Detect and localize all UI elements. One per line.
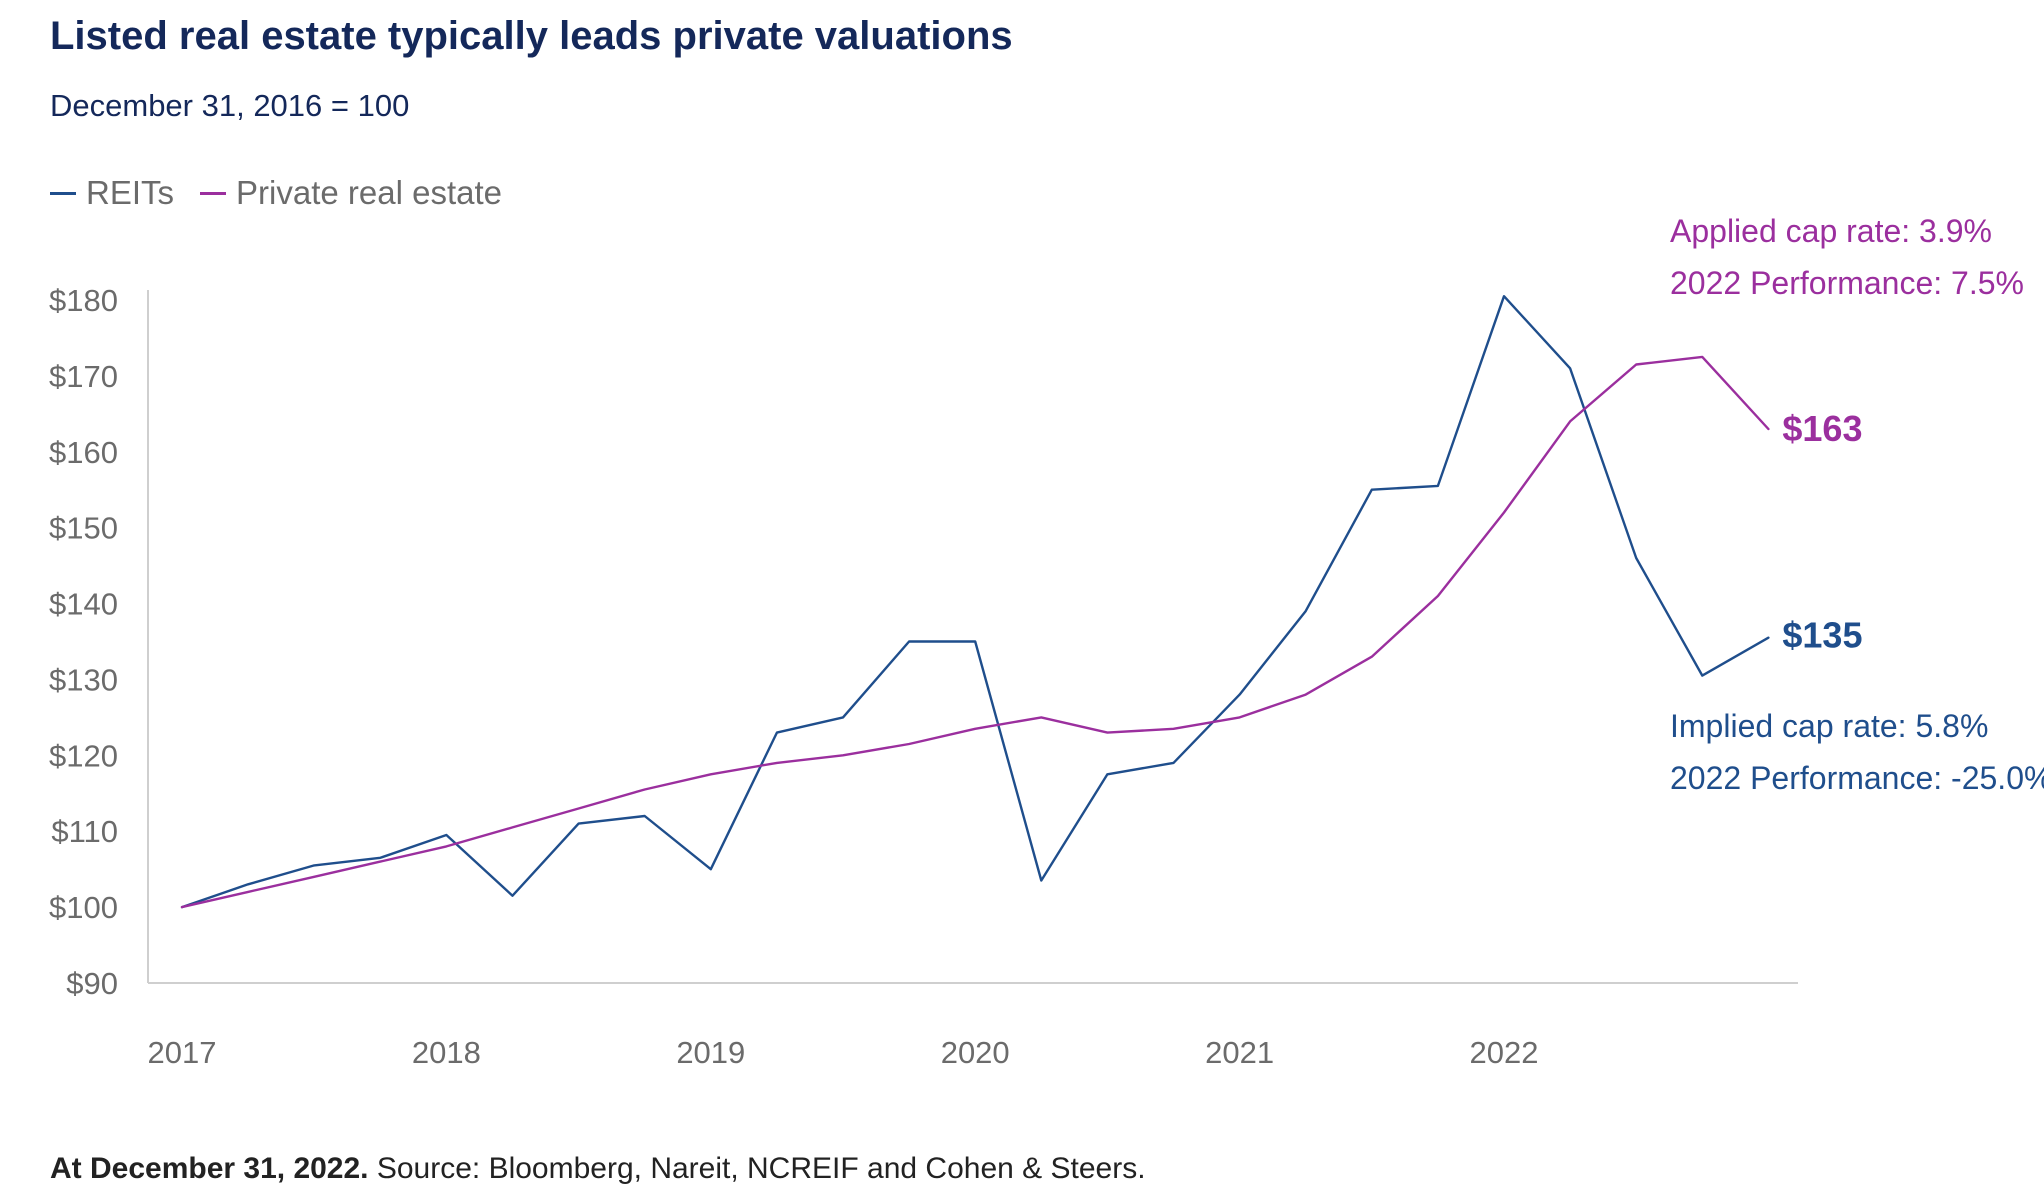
- end-label-reits: $135: [1782, 615, 1862, 656]
- chart-title: Listed real estate typically leads priva…: [50, 14, 1013, 58]
- axes: [147, 290, 1798, 984]
- chart-subtitle: December 31, 2016 = 100: [50, 88, 410, 123]
- x-tick-label: 2020: [941, 1035, 1010, 1070]
- legend-label-reits: REITs: [86, 174, 175, 211]
- series-line-private: [180, 355, 1770, 909]
- y-tick-label: $160: [49, 435, 118, 470]
- annotation-reits-line: 2022 Performance: -25.0%: [1670, 760, 2044, 796]
- source-date: At December 31, 2022.: [50, 1152, 369, 1185]
- y-tick-label: $110: [51, 814, 118, 849]
- y-axis-ticks: $90 $100 $110 $120 $130 $140 $150 $160 $170 $180: [49, 283, 118, 1001]
- x-tick-label: 2022: [1470, 1035, 1539, 1070]
- source-note: At December 31, 2022. Source: Bloomberg,…: [50, 1152, 1146, 1186]
- source-text: Source: Bloomberg, Nareit, NCREIF and Co…: [368, 1152, 1146, 1185]
- series-line-reits: [180, 295, 1770, 909]
- legend-item-private: Private real estate: [200, 174, 502, 212]
- legend-item-reits: REITs: [50, 174, 174, 212]
- y-tick-label: $130: [49, 662, 118, 697]
- x-tick-label: 2018: [412, 1035, 481, 1070]
- y-tick-label: $100: [49, 890, 118, 925]
- legend-swatch-private: [200, 191, 227, 195]
- y-tick-label: $170: [49, 359, 118, 394]
- series-lines: [180, 295, 1770, 909]
- y-tick-label: $150: [49, 511, 118, 546]
- annotation-reits-line: Implied cap rate: 5.8%: [1670, 708, 1988, 744]
- y-tick-label: $90: [66, 966, 118, 1001]
- end-label-private: $163: [1782, 408, 1862, 449]
- y-tick-label: $120: [49, 738, 118, 773]
- legend-swatch-reits: [50, 191, 76, 195]
- legend: REITs Private real estate: [50, 174, 528, 212]
- y-tick-label: $140: [49, 587, 118, 622]
- x-tick-label: 2019: [676, 1035, 745, 1070]
- chart-annotations: $163 $135 Applied cap rate: 3.9% 2022 Perfo…: [1670, 213, 2044, 796]
- x-tick-label: 2021: [1205, 1035, 1274, 1070]
- x-tick-label: 2017: [148, 1035, 217, 1070]
- y-tick-label: $180: [49, 283, 118, 318]
- annotation-private-line: 2022 Performance: 7.5%: [1670, 265, 2024, 301]
- legend-label-private: Private real estate: [236, 174, 502, 211]
- annotation-private-line: Applied cap rate: 3.9%: [1670, 213, 1992, 249]
- x-axis-ticks: 2017 2018 2019 2020 2021 2022: [148, 1035, 1539, 1070]
